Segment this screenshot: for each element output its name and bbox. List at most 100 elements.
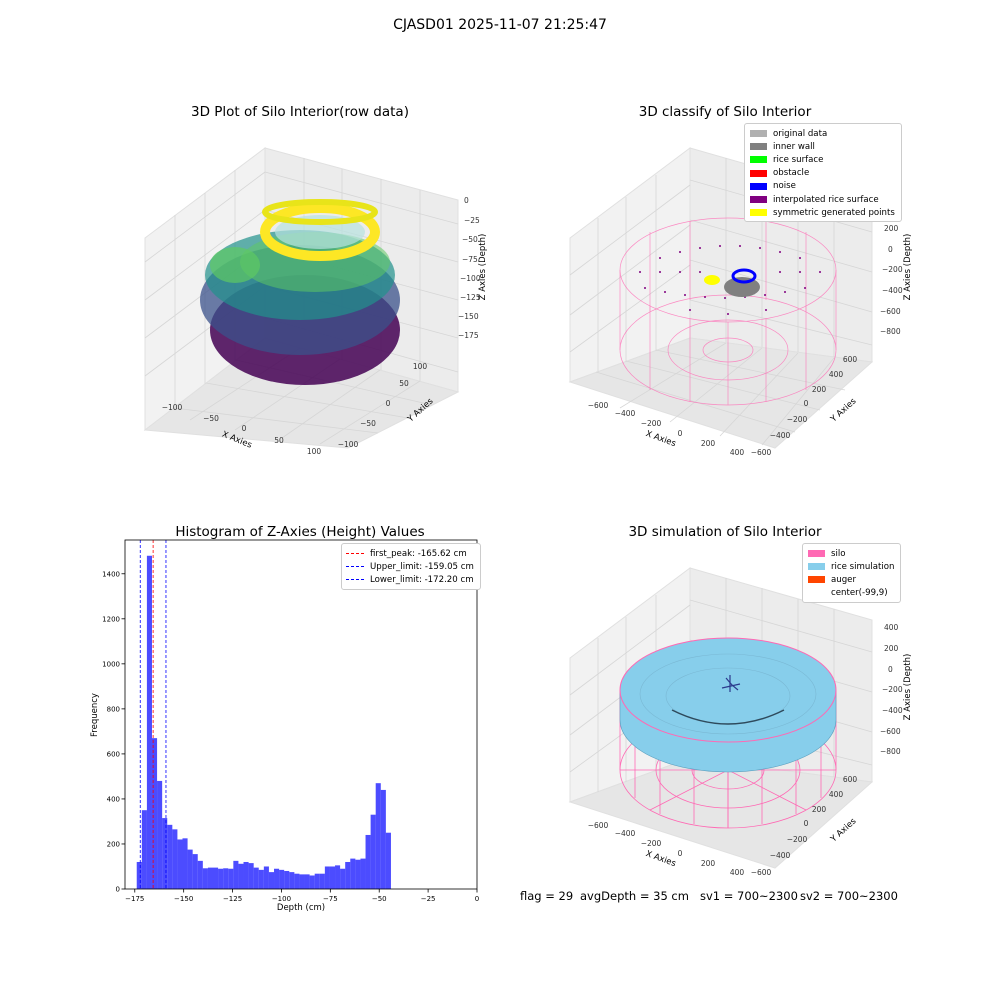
simulation-3d-plot: −600 −400 −200 0 200 400 600 400 200 0 −…: [568, 567, 913, 877]
histogram-y-tick-label: 1400: [102, 570, 120, 578]
legend-item: rice simulation: [808, 560, 894, 573]
legend-swatch: [750, 130, 767, 138]
histogram-x-tick-label: −150: [174, 895, 193, 903]
raw-ytick: 50: [399, 379, 409, 388]
raw-3d-plot: −100 −50 0 50 100 100 50 0 −50 −100 0 −2…: [143, 147, 488, 456]
sv2-text: sv2 = 700~2300: [800, 889, 898, 903]
classify-z-axis-label: Z Axies (Depth): [903, 234, 913, 301]
histogram-bar: [370, 814, 376, 889]
histogram-x-tick-label: 0: [475, 895, 479, 903]
histogram-bar: [380, 789, 386, 889]
histogram-reference-lines: [139, 540, 167, 889]
histogram-bar: [141, 810, 147, 889]
raw-ztick: −150: [458, 312, 479, 321]
histogram-bar: [324, 866, 330, 889]
histogram-bar: [345, 861, 351, 889]
svg-text:0: 0: [888, 665, 893, 674]
legend-label: auger: [831, 574, 856, 585]
legend-dashed-swatch: [346, 553, 364, 555]
legend-item: interpolated rice surface: [750, 193, 895, 206]
svg-text:0: 0: [888, 245, 893, 254]
histogram-x-tick-label: −175: [125, 895, 144, 903]
legend-item: obstacle: [750, 167, 895, 180]
histogram-y-tick-label: 600: [107, 750, 120, 758]
legend-swatch: [808, 563, 825, 571]
legend-item: silo: [808, 547, 894, 560]
svg-text:−200: −200: [641, 419, 662, 428]
histogram-x-axis-label: Depth (cm): [277, 903, 325, 913]
histogram-bar: [263, 866, 269, 889]
svg-text:400: 400: [829, 790, 844, 799]
svg-text:400: 400: [730, 868, 745, 877]
histogram-bar: [279, 869, 285, 889]
legend-label: first_peak: -165.62 cm: [370, 548, 467, 559]
svg-text:−600: −600: [880, 307, 901, 316]
svg-text:200: 200: [812, 385, 827, 394]
histogram-x-tick-label: −100: [272, 895, 291, 903]
flag-text: flag = 29: [520, 889, 574, 903]
histogram-y-tick-label: 1000: [102, 660, 120, 668]
histogram-bar: [192, 854, 198, 889]
svg-text:400: 400: [730, 448, 745, 457]
histogram-chart: −175 −150 −125 −100 −75 −50 −25 0 0 200 400 600 800…: [90, 539, 479, 913]
raw-xtick: 50: [274, 436, 284, 445]
histogram-bar: [218, 868, 224, 889]
histogram-bar: [151, 738, 158, 889]
histogram-bars: [136, 555, 391, 889]
histogram-y-tick-label: 1200: [102, 615, 120, 623]
svg-text:−800: −800: [880, 747, 901, 756]
histogram-bar: [146, 555, 152, 889]
svg-text:600: 600: [843, 355, 858, 364]
raw-point-cloud: [200, 199, 400, 385]
raw-ytick: 100: [413, 362, 428, 371]
histogram-bar: [329, 866, 336, 889]
legend-label: inner wall: [773, 141, 815, 152]
histogram-bar: [157, 780, 163, 889]
legend-swatch: [808, 550, 825, 558]
raw-ytick: 0: [386, 399, 391, 408]
svg-text:400: 400: [829, 370, 844, 379]
svg-text:−200: −200: [787, 415, 808, 424]
simulation-x-axis-label: X Axies: [644, 849, 677, 869]
histogram-bar: [319, 873, 325, 889]
histogram-legend-item: Lower_limit: -172.20 cm: [346, 573, 474, 586]
svg-text:−200: −200: [641, 839, 662, 848]
raw-z-axis-label: Z Axies (Depth): [478, 234, 488, 301]
legend-label: symmetric generated points: [773, 207, 895, 218]
svg-text:200: 200: [701, 859, 716, 868]
histogram-bar: [350, 858, 356, 889]
raw-tick-labels: −100 −50 0 50 100 100 50 0 −50 −100 0 −2…: [162, 196, 481, 456]
histogram-bar: [213, 867, 219, 889]
histogram-y-tick-label: 800: [107, 705, 120, 713]
histogram-x-tick-label: −50: [372, 895, 387, 903]
histogram-bar: [238, 863, 244, 889]
legend-item: rice surface: [750, 153, 895, 166]
histogram-bar: [299, 874, 305, 889]
svg-text:0: 0: [678, 849, 683, 858]
legend-item: original data: [750, 127, 895, 140]
legend-label: rice surface: [773, 154, 824, 165]
histogram-bar: [284, 870, 290, 889]
sv1-text: sv1 = 700~2300: [700, 889, 798, 903]
raw-ztick: −125: [460, 293, 481, 302]
legend-swatch: [750, 182, 767, 190]
histogram-bar: [187, 849, 193, 889]
histogram-bar: [375, 783, 381, 889]
histogram-bar: [268, 872, 275, 889]
simulation-z-axis-label: Z Axies (Depth): [903, 654, 913, 721]
histogram-y-tick-label: 200: [107, 840, 120, 848]
legend-swatch: [808, 576, 825, 584]
histogram-bar: [207, 867, 213, 889]
raw-ztick: −75: [462, 255, 478, 264]
histogram-bar: [182, 838, 188, 889]
legend-item: symmetric generated points: [750, 206, 895, 219]
svg-text:200: 200: [884, 224, 899, 233]
histogram-x-tick-label: −125: [223, 895, 242, 903]
classify-plot-title: 3D classify of Silo Interior: [638, 104, 812, 120]
classify-silo-cylinder: [619, 217, 837, 406]
histogram-bar: [365, 834, 371, 889]
histogram-bar: [355, 859, 361, 889]
svg-text:−400: −400: [615, 829, 636, 838]
legend-label: Upper_limit: -159.05 cm: [370, 561, 474, 572]
legend-item: inner wall: [750, 140, 895, 153]
